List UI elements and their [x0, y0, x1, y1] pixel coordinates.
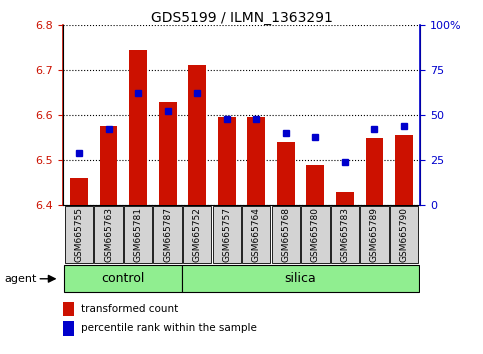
Text: agent: agent — [5, 274, 37, 284]
Bar — [188, 65, 206, 205]
Bar — [307, 165, 324, 205]
Text: transformed count: transformed count — [81, 304, 178, 314]
Text: GSM665787: GSM665787 — [163, 207, 172, 262]
Bar — [65, 206, 93, 263]
Bar — [242, 206, 270, 263]
Bar — [277, 142, 295, 205]
Text: GSM665780: GSM665780 — [311, 207, 320, 262]
Text: GSM665764: GSM665764 — [252, 207, 261, 262]
Bar — [63, 321, 73, 336]
Bar — [218, 117, 236, 205]
Bar — [360, 206, 389, 263]
Text: GSM665752: GSM665752 — [193, 207, 202, 262]
Bar — [63, 302, 73, 316]
Text: GSM665790: GSM665790 — [399, 207, 409, 262]
Text: control: control — [101, 272, 145, 285]
Bar — [154, 206, 182, 263]
Bar — [183, 206, 212, 263]
Bar — [390, 206, 418, 263]
Text: GSM665755: GSM665755 — [74, 207, 84, 262]
Bar — [395, 135, 413, 205]
Text: GSM665789: GSM665789 — [370, 207, 379, 262]
Text: GSM665768: GSM665768 — [281, 207, 290, 262]
Text: silica: silica — [284, 272, 316, 285]
Bar — [129, 50, 147, 205]
Bar — [271, 206, 300, 263]
Bar — [159, 102, 176, 205]
Text: GSM665781: GSM665781 — [134, 207, 142, 262]
Bar — [366, 138, 384, 205]
Bar — [124, 206, 152, 263]
Text: GSM665763: GSM665763 — [104, 207, 113, 262]
Bar — [94, 206, 123, 263]
Bar — [301, 206, 329, 263]
Bar — [336, 192, 354, 205]
Bar — [213, 206, 241, 263]
Bar — [99, 126, 117, 205]
Text: GSM665783: GSM665783 — [341, 207, 349, 262]
Text: GDS5199 / ILMN_1363291: GDS5199 / ILMN_1363291 — [151, 11, 332, 25]
Bar — [183, 265, 419, 292]
Bar — [247, 117, 265, 205]
Text: GSM665757: GSM665757 — [222, 207, 231, 262]
Bar — [64, 265, 183, 292]
Bar — [70, 178, 88, 205]
Bar — [331, 206, 359, 263]
Text: percentile rank within the sample: percentile rank within the sample — [81, 323, 256, 333]
